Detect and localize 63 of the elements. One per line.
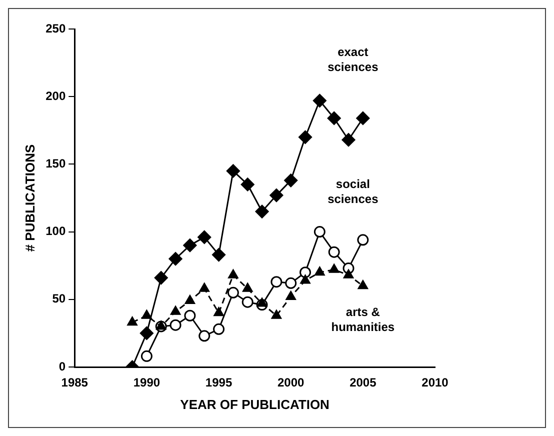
point xyxy=(198,330,210,342)
x-tick-label: 2010 xyxy=(422,376,449,390)
series-label: exact sciences xyxy=(328,45,379,74)
point xyxy=(327,111,341,125)
point xyxy=(300,274,310,284)
point xyxy=(212,248,226,262)
point xyxy=(286,290,296,300)
x-tick-label: 1995 xyxy=(205,376,232,390)
point xyxy=(358,280,368,290)
point xyxy=(343,269,354,278)
point xyxy=(213,323,225,335)
text: arts & humanities xyxy=(331,304,395,334)
y-tick-label: 0 xyxy=(58,359,66,374)
y-axis-title: # PUBLICATIONS xyxy=(22,144,38,252)
point xyxy=(271,310,282,319)
point xyxy=(356,111,370,125)
point xyxy=(198,230,212,244)
point xyxy=(329,264,340,273)
y-tick-label: 100 xyxy=(46,224,66,238)
point xyxy=(270,276,282,288)
point xyxy=(170,319,182,331)
y-tick-label: 250 xyxy=(46,21,66,36)
point xyxy=(284,174,298,188)
x-tick-label: 2005 xyxy=(350,376,377,390)
y-tick-label: 150 xyxy=(46,156,66,171)
point xyxy=(184,295,196,304)
point xyxy=(240,178,254,192)
point xyxy=(127,316,138,326)
y-tick-label: 200 xyxy=(46,88,66,103)
point xyxy=(228,269,238,278)
point xyxy=(314,266,325,276)
x-tick-label: 2000 xyxy=(277,376,305,390)
point xyxy=(183,238,197,252)
point xyxy=(140,350,152,362)
point xyxy=(227,286,239,298)
point xyxy=(285,277,297,289)
x-axis-title: YEAR OF PUBLICATION xyxy=(180,396,330,412)
point xyxy=(140,326,154,340)
point xyxy=(156,320,166,330)
point xyxy=(199,282,210,292)
point xyxy=(255,204,269,218)
point xyxy=(154,271,168,285)
point xyxy=(242,282,253,292)
x-tick-label: 1990 xyxy=(133,376,160,390)
point xyxy=(226,164,240,178)
point xyxy=(312,94,326,108)
point xyxy=(328,246,340,258)
point xyxy=(214,307,224,316)
point xyxy=(300,266,312,278)
point xyxy=(298,130,312,144)
point xyxy=(168,252,182,266)
point xyxy=(342,133,356,147)
y-tick-label: 50 xyxy=(52,292,66,306)
point xyxy=(270,188,284,202)
point xyxy=(357,234,369,246)
point xyxy=(314,226,326,238)
x-tick-label: 1985 xyxy=(61,376,88,390)
point xyxy=(142,310,152,319)
series-label: social sciences xyxy=(328,176,379,206)
point xyxy=(170,306,181,315)
point xyxy=(256,298,268,307)
point xyxy=(184,310,196,322)
point xyxy=(242,296,254,308)
